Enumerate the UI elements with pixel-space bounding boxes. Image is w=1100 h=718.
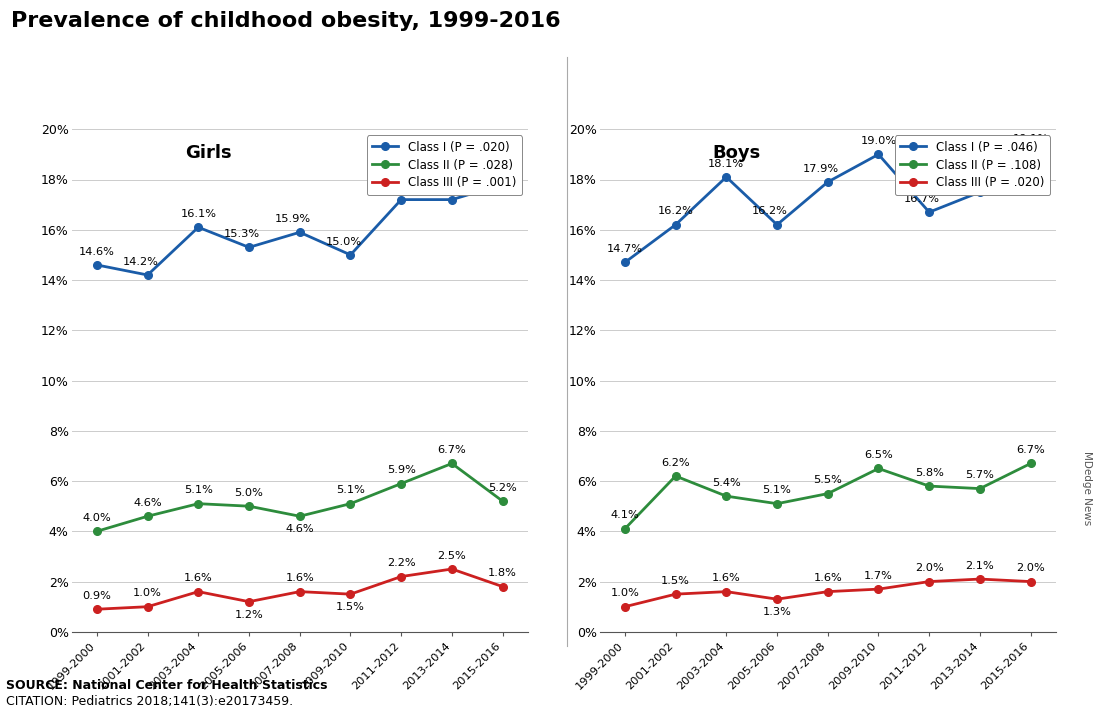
Text: 5.1%: 5.1% — [184, 485, 212, 495]
Text: 4.6%: 4.6% — [285, 524, 315, 534]
Text: CITATION: Pediatrics 2018;141(3):e20173459.: CITATION: Pediatrics 2018;141(3):e201734… — [6, 695, 293, 708]
Text: 5.4%: 5.4% — [712, 477, 740, 488]
Text: 5.1%: 5.1% — [336, 485, 365, 495]
Text: 6.7%: 6.7% — [1016, 445, 1045, 455]
Text: 1.6%: 1.6% — [184, 573, 212, 583]
Text: 2.0%: 2.0% — [915, 563, 944, 573]
Text: 5.2%: 5.2% — [488, 482, 517, 493]
Text: 16.7%: 16.7% — [904, 194, 940, 204]
Legend: Class I (P = .020), Class II (P = .028), Class III (P = .001): Class I (P = .020), Class II (P = .028),… — [366, 135, 522, 195]
Text: 4.6%: 4.6% — [133, 498, 162, 508]
Text: 15.0%: 15.0% — [326, 236, 362, 246]
Text: 1.3%: 1.3% — [762, 607, 792, 617]
Text: 14.2%: 14.2% — [123, 256, 158, 266]
Text: SOURCE: National Center for Health Statistics: SOURCE: National Center for Health Stati… — [6, 679, 327, 691]
Text: 18.1%: 18.1% — [708, 159, 745, 169]
Text: 5.1%: 5.1% — [762, 485, 792, 495]
Text: 5.7%: 5.7% — [966, 470, 994, 480]
Text: 0.9%: 0.9% — [82, 591, 111, 601]
Text: 1.6%: 1.6% — [285, 573, 315, 583]
Text: 1.0%: 1.0% — [133, 588, 162, 598]
Text: 1.2%: 1.2% — [234, 610, 263, 620]
Text: 16.2%: 16.2% — [658, 206, 693, 216]
Text: 5.9%: 5.9% — [387, 465, 416, 475]
Text: Boys: Boys — [713, 144, 760, 162]
Text: 19.1%: 19.1% — [1013, 134, 1048, 144]
Text: 17.8%: 17.8% — [485, 166, 520, 176]
Text: 1.5%: 1.5% — [661, 576, 690, 586]
Text: 16.1%: 16.1% — [180, 209, 217, 219]
Text: 6.2%: 6.2% — [661, 457, 690, 467]
Text: 5.8%: 5.8% — [915, 467, 944, 477]
Text: 19.0%: 19.0% — [860, 136, 896, 146]
Text: 17.9%: 17.9% — [803, 164, 839, 174]
Text: 2.0%: 2.0% — [1016, 563, 1045, 573]
Text: 15.9%: 15.9% — [275, 214, 311, 224]
Text: 6.5%: 6.5% — [865, 450, 893, 460]
Text: 1.7%: 1.7% — [864, 571, 893, 581]
Text: 4.1%: 4.1% — [610, 510, 639, 521]
Text: 17.5%: 17.5% — [961, 174, 998, 184]
Text: Girls: Girls — [185, 144, 232, 162]
Text: 17.2%: 17.2% — [427, 181, 463, 191]
Text: 1.6%: 1.6% — [813, 573, 843, 583]
Text: 1.6%: 1.6% — [712, 573, 740, 583]
Text: 1.5%: 1.5% — [336, 602, 365, 612]
Text: 14.6%: 14.6% — [79, 246, 114, 256]
Text: 5.0%: 5.0% — [234, 488, 264, 498]
Text: 4.0%: 4.0% — [82, 513, 111, 523]
Text: Prevalence of childhood obesity, 1999-2016: Prevalence of childhood obesity, 1999-20… — [11, 11, 561, 31]
Text: 2.5%: 2.5% — [438, 551, 466, 561]
Text: 1.8%: 1.8% — [488, 568, 517, 578]
Text: 6.7%: 6.7% — [438, 445, 466, 455]
Text: 5.5%: 5.5% — [813, 475, 843, 485]
Text: 1.0%: 1.0% — [610, 588, 639, 598]
Text: 15.3%: 15.3% — [224, 229, 260, 239]
Text: MDedge News: MDedge News — [1082, 451, 1092, 526]
Text: 17.2%: 17.2% — [383, 181, 419, 191]
Text: 14.7%: 14.7% — [607, 244, 642, 254]
Text: 2.2%: 2.2% — [387, 558, 416, 568]
Legend: Class I (P = .046), Class II (P = .108), Class III (P = .020): Class I (P = .046), Class II (P = .108),… — [894, 135, 1050, 195]
Text: 2.1%: 2.1% — [966, 561, 994, 571]
Text: 16.2%: 16.2% — [752, 206, 788, 216]
